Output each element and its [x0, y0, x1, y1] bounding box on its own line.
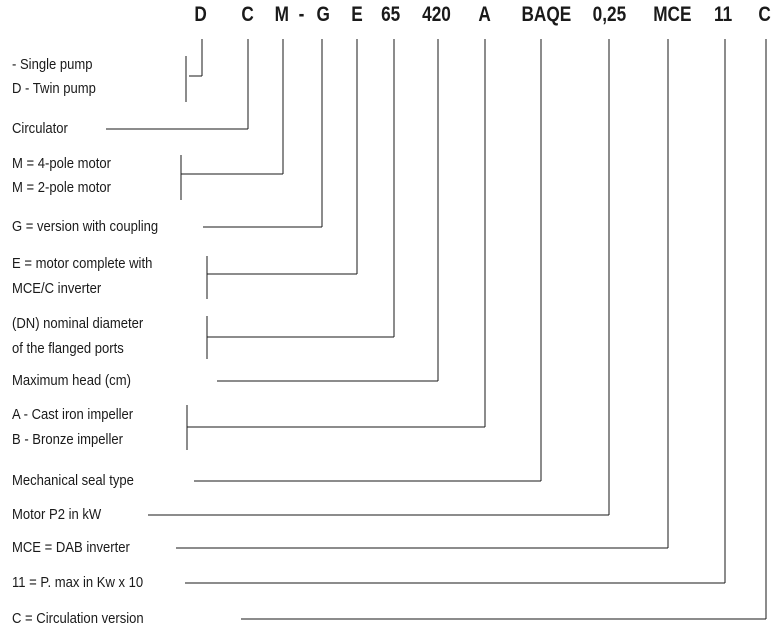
code-letter-e: E — [351, 3, 363, 26]
label-max-head: Maximum head (cm) — [12, 373, 131, 389]
label-single-pump: - Single pump — [12, 57, 93, 73]
label-nominal-diameter-line2: of the flanged ports — [12, 341, 124, 357]
label-pmax: 11 = P. max in Kw x 10 — [12, 575, 144, 591]
label-motor-complete-line2: MCE/C inverter — [12, 281, 102, 297]
label-motor-p2: Motor P2 in kW — [12, 507, 102, 523]
code-letter-d: D — [194, 3, 207, 26]
label-motor-4pole: M = 4-pole motor — [12, 156, 112, 172]
code-seal: BAQE — [521, 3, 572, 26]
label-seal-type: Mechanical seal type — [12, 473, 134, 489]
label-cast-iron-impeller: A - Cast iron impeller — [12, 407, 134, 423]
label-nominal-diameter-line1: (DN) nominal diameter — [12, 316, 144, 332]
code-max-head: 420 — [422, 3, 451, 26]
label-coupling: G = version with coupling — [12, 219, 159, 235]
label-twin-pump: D - Twin pump — [12, 81, 96, 97]
label-circulation: C = Circulation version — [12, 611, 144, 627]
code-impeller: A — [478, 3, 491, 26]
label-circulator: Circulator — [12, 121, 68, 137]
code-letter-m: M — [274, 3, 289, 26]
label-motor-2pole: M = 2-pole motor — [12, 180, 112, 196]
label-bronze-impeller: B - Bronze impeller — [12, 432, 123, 448]
code-dash: - — [298, 3, 305, 26]
code-pmax: 11 — [713, 3, 733, 26]
code-letter-g: G — [316, 3, 330, 26]
label-dab-inverter: MCE = DAB inverter — [12, 540, 130, 556]
code-inverter: MCE — [653, 3, 692, 26]
code-power: 0,25 — [592, 3, 627, 26]
code-nominal-diameter: 65 — [381, 3, 401, 26]
label-motor-complete-line1: E = motor complete with — [12, 256, 153, 272]
code-circulation: C — [758, 3, 771, 26]
code-letter-c: C — [241, 3, 254, 26]
